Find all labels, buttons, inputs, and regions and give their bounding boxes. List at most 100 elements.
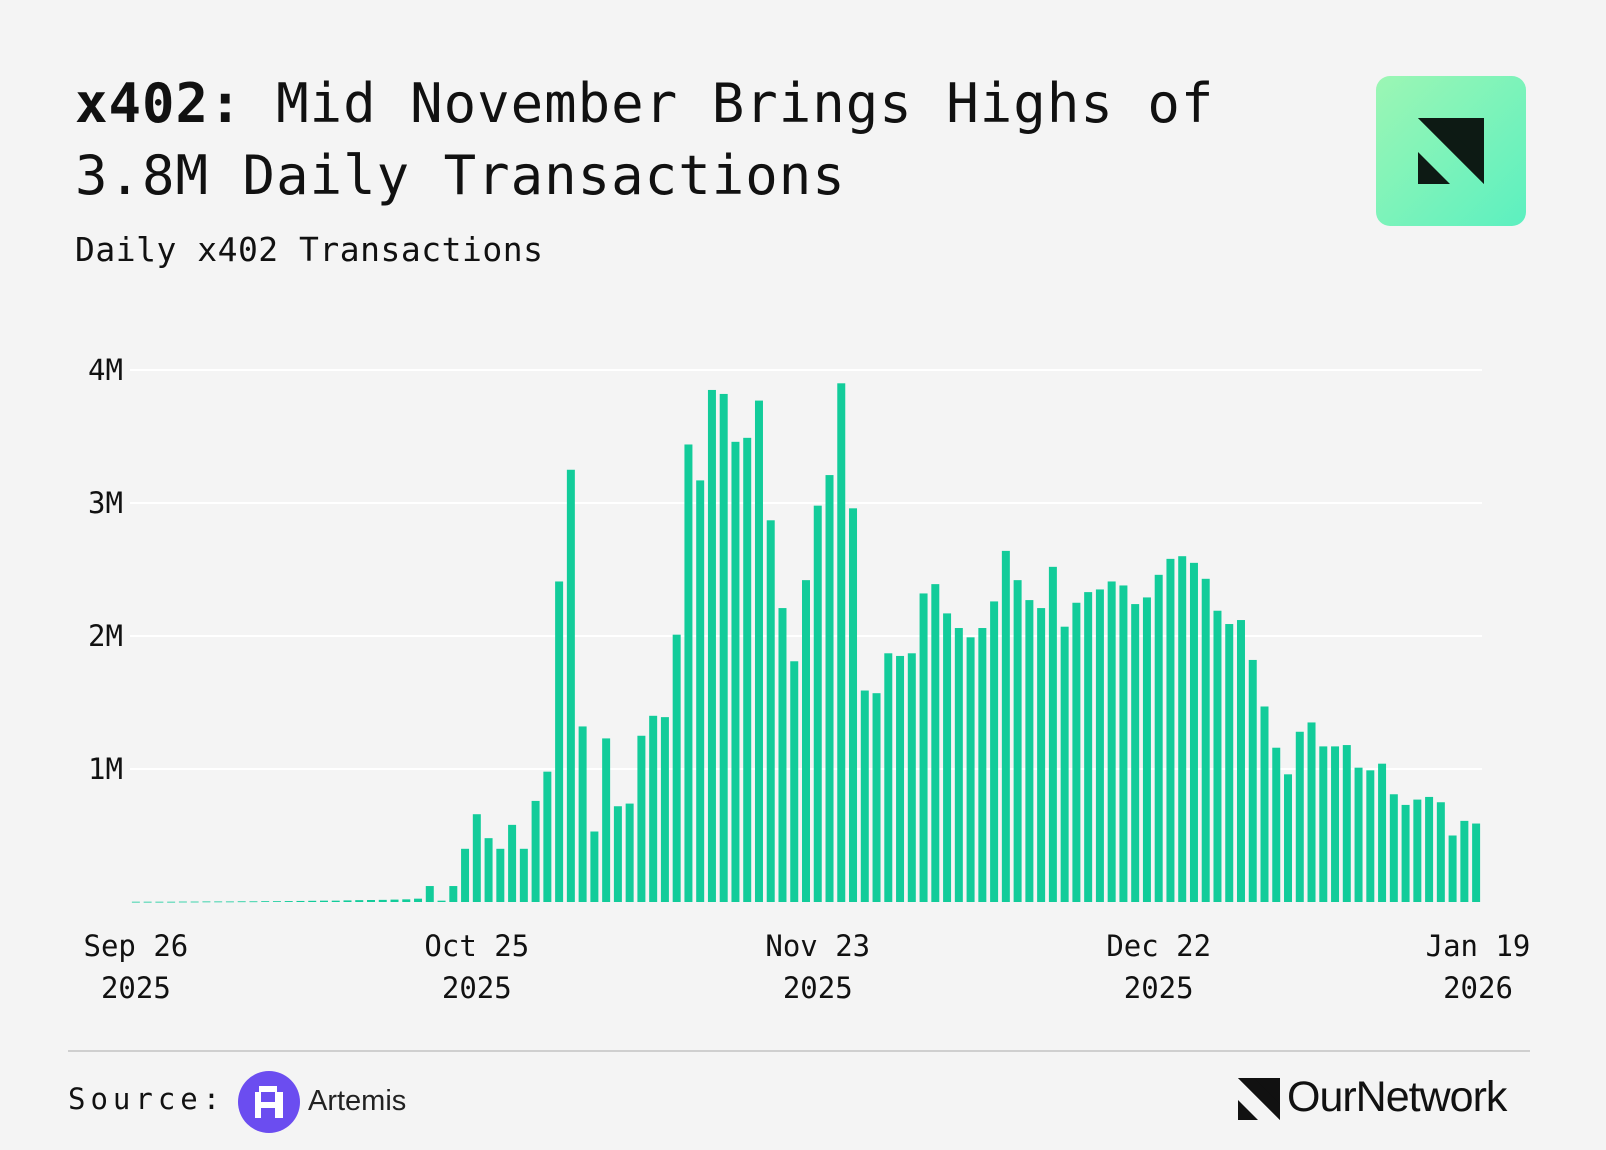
bar — [1048, 566, 1057, 902]
bar — [1448, 835, 1457, 902]
bar — [143, 901, 152, 903]
x-tick-label-year: 2025 — [1124, 971, 1194, 1005]
bar — [214, 901, 223, 903]
bar — [1284, 774, 1293, 902]
artemis-logo-icon — [238, 1071, 300, 1133]
bar — [178, 901, 187, 903]
bar — [1389, 794, 1398, 902]
bar — [1201, 578, 1210, 902]
bar — [414, 898, 423, 902]
x-tick-label-date: Dec 22 — [1106, 929, 1211, 963]
bar — [849, 508, 858, 902]
bar — [237, 901, 246, 903]
bar — [1378, 763, 1387, 902]
bar — [837, 383, 846, 902]
bar — [1013, 580, 1022, 902]
bar — [1225, 624, 1234, 902]
x-tick-label-year: 2025 — [783, 971, 853, 1005]
bar — [390, 899, 399, 902]
bar — [1342, 745, 1351, 902]
bar — [1354, 767, 1363, 902]
bar — [1166, 558, 1175, 902]
bar — [319, 900, 328, 902]
bar — [660, 717, 669, 902]
bar — [1142, 597, 1151, 902]
y-tick-label: 1M — [88, 752, 123, 786]
bar — [308, 900, 317, 902]
bar — [272, 901, 281, 902]
bar — [519, 848, 528, 902]
chart-title: x402: Mid November Brings Highs of 3.8M … — [75, 68, 1335, 212]
x-tick-label-year: 2026 — [1443, 971, 1513, 1005]
bar — [331, 900, 340, 902]
ournetwork-logo-tile — [1376, 76, 1526, 226]
bar — [966, 637, 975, 902]
bar — [484, 838, 493, 902]
bar — [425, 886, 434, 902]
bar — [1413, 799, 1422, 902]
bar — [813, 505, 822, 902]
bar — [696, 480, 705, 902]
footer-divider — [68, 1050, 1530, 1052]
bar — [943, 613, 952, 902]
bar — [590, 831, 599, 902]
x-tick-label-date: Nov 23 — [765, 929, 870, 963]
bar — [1236, 620, 1245, 902]
bar — [1095, 589, 1104, 902]
bar — [731, 441, 740, 902]
y-tick-label: 3M — [88, 486, 123, 520]
x-tick: Sep 26 2025 — [83, 929, 188, 1005]
y-tick-label: 2M — [88, 619, 123, 653]
bar — [355, 900, 364, 902]
bar — [802, 580, 810, 902]
bar — [1131, 604, 1140, 902]
bar — [1072, 602, 1081, 902]
bar — [825, 475, 834, 902]
bar — [719, 393, 728, 902]
bar — [1060, 626, 1069, 902]
x-tick: Oct 25 2025 — [424, 929, 529, 1005]
chart-title-rest: Mid November Brings Highs of 3.8M Daily … — [75, 72, 1215, 207]
bar — [1154, 574, 1163, 902]
bar — [1001, 550, 1010, 902]
brand-name: OurNetwork — [1287, 1073, 1507, 1121]
bar — [367, 900, 375, 902]
bar — [131, 901, 140, 903]
bar — [508, 824, 517, 902]
bar — [578, 726, 587, 902]
bar — [437, 900, 446, 902]
bar — [1366, 770, 1375, 902]
bar — [743, 437, 752, 902]
bar — [707, 389, 716, 902]
bar — [1189, 562, 1198, 902]
bar — [1119, 585, 1128, 902]
bar — [1025, 600, 1034, 902]
chart-subtitle: Daily x402 Transactions — [75, 230, 544, 269]
bar — [978, 628, 987, 902]
bar — [990, 601, 999, 902]
bar — [684, 444, 693, 902]
bar — [284, 901, 293, 902]
bar — [1037, 608, 1046, 902]
bar — [449, 886, 458, 902]
y-axis-ticks: 1M 2M 3M 4M — [88, 353, 123, 786]
bar — [1319, 746, 1328, 902]
bar — [343, 900, 352, 902]
bar — [790, 661, 799, 902]
x-tick: Dec 22 2025 — [1106, 929, 1211, 1005]
bar — [261, 901, 270, 902]
x-tick-label-year: 2025 — [101, 971, 171, 1005]
x-axis-ticks: Sep 26 2025 Oct 25 2025 Nov 23 2025 Dec 22 2025… — [83, 929, 1530, 1005]
x-tick-label-date: Jan 19 — [1426, 929, 1531, 963]
bar — [402, 899, 411, 902]
bar — [378, 899, 387, 902]
source-label: Source: — [68, 1082, 226, 1116]
bar — [766, 520, 775, 902]
bar — [472, 814, 481, 902]
bar — [1213, 610, 1222, 902]
bar — [884, 653, 893, 902]
bar — [202, 901, 211, 903]
bar — [1401, 804, 1410, 902]
bar — [1472, 823, 1481, 902]
